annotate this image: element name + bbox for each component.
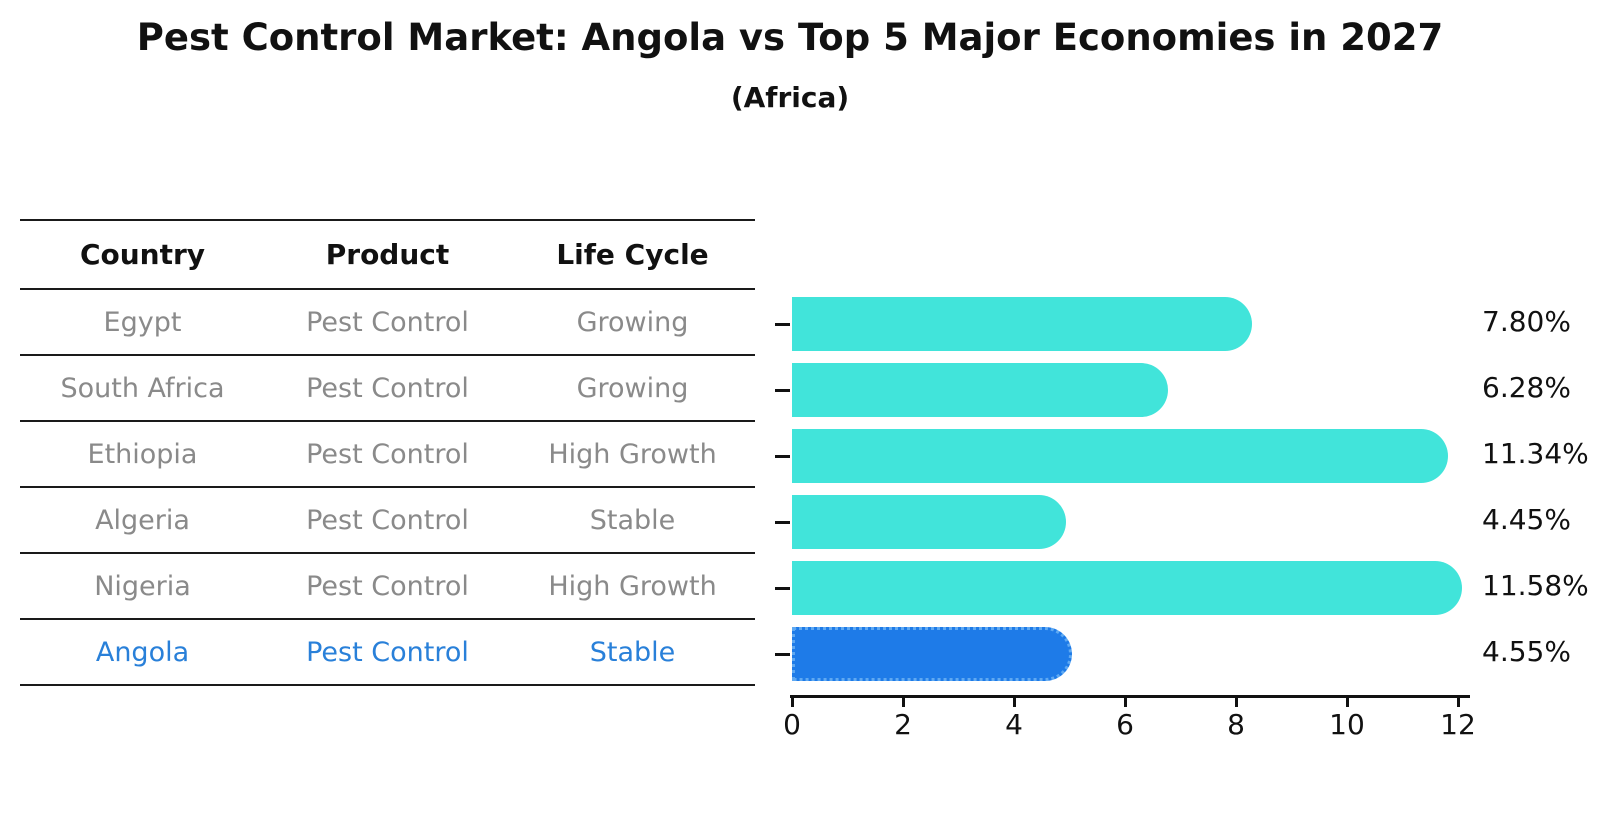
x-axis-tick xyxy=(790,695,794,707)
table-row: Ethiopia Pest Control High Growth xyxy=(20,422,755,488)
x-axis-tick-label: 2 xyxy=(894,708,912,741)
table-cell-product: Pest Control xyxy=(306,438,469,470)
bar-algeria xyxy=(792,495,1066,549)
bar-value-label: 6.28% xyxy=(1482,371,1571,404)
table-cell-country: Egypt xyxy=(103,306,182,338)
table-cell-country: Ethiopia xyxy=(87,438,198,470)
bar-nigeria xyxy=(792,561,1462,615)
x-axis-tick-label: 6 xyxy=(1116,708,1134,741)
bar-ethiopia xyxy=(792,429,1448,483)
bar-angola xyxy=(792,627,1072,681)
table-cell-life-cycle: Stable xyxy=(589,504,676,536)
table-cell-country: Angola xyxy=(95,636,190,668)
table-row: Algeria Pest Control Stable xyxy=(20,488,755,554)
y-axis-tick xyxy=(775,322,790,326)
chart-subtitle: (Africa) xyxy=(730,81,850,114)
y-axis-tick xyxy=(775,586,790,590)
table-cell-country: Algeria xyxy=(95,504,190,536)
table-cell-life-cycle: Stable xyxy=(589,636,676,668)
table-cell-country: Nigeria xyxy=(94,570,191,602)
bar-value-label: 11.58% xyxy=(1482,569,1589,602)
table-cell-product: Pest Control xyxy=(306,570,469,602)
x-axis-tick xyxy=(1234,695,1238,707)
chart-title: Pest Control Market: Angola vs Top 5 Maj… xyxy=(136,16,1444,59)
bar-value-label: 11.34% xyxy=(1482,437,1589,470)
table-cell-product: Pest Control xyxy=(306,372,469,404)
x-axis-tick xyxy=(1456,695,1460,707)
table-header-country: Country xyxy=(79,238,206,271)
x-axis-tick xyxy=(1012,695,1016,707)
table-header-row: Country Product Life Cycle xyxy=(20,219,755,290)
table-header-life-cycle: Life Cycle xyxy=(556,238,709,271)
table-row: Nigeria Pest Control High Growth xyxy=(20,554,755,620)
table-body: Egypt Pest Control Growing South Africa Pest… xyxy=(20,290,755,686)
x-axis-tick xyxy=(1345,695,1349,707)
table-cell-product: Pest Control xyxy=(306,504,469,536)
bar-south-africa xyxy=(792,363,1168,417)
table-cell-life-cycle: High Growth xyxy=(548,570,717,602)
y-axis-tick xyxy=(775,388,790,392)
x-axis-tick-label: 0 xyxy=(783,708,801,741)
x-axis-tick-label: 8 xyxy=(1227,708,1245,741)
table-row: South Africa Pest Control Growing xyxy=(20,356,755,422)
table-cell-life-cycle: Growing xyxy=(576,372,689,404)
bar-value-label: 4.45% xyxy=(1482,503,1571,536)
table-cell-life-cycle: Growing xyxy=(576,306,689,338)
country-table: Country Product Life Cycle Egypt Pest Con… xyxy=(20,219,755,686)
bar-value-label: 7.80% xyxy=(1482,305,1571,338)
y-axis-tick xyxy=(775,652,790,656)
table-header-product: Product xyxy=(325,238,450,271)
bar-egypt xyxy=(792,297,1252,351)
x-axis-tick xyxy=(1123,695,1127,707)
table-row: Egypt Pest Control Growing xyxy=(20,290,755,356)
table-cell-country: South Africa xyxy=(60,372,225,404)
table-cell-product: Pest Control xyxy=(306,306,469,338)
table-cell-product: Pest Control xyxy=(306,636,469,668)
table-cell-life-cycle: High Growth xyxy=(548,438,717,470)
x-axis-tick-label: 12 xyxy=(1440,708,1476,741)
y-axis-tick xyxy=(775,520,790,524)
x-axis-line xyxy=(790,695,1470,698)
table-row: Angola Pest Control Stable xyxy=(20,620,755,686)
x-axis-tick-label: 4 xyxy=(1005,708,1023,741)
y-axis-tick xyxy=(775,454,790,458)
x-axis-tick xyxy=(901,695,905,707)
bar-value-label: 4.55% xyxy=(1482,635,1571,668)
x-axis-tick-label: 10 xyxy=(1329,708,1365,741)
